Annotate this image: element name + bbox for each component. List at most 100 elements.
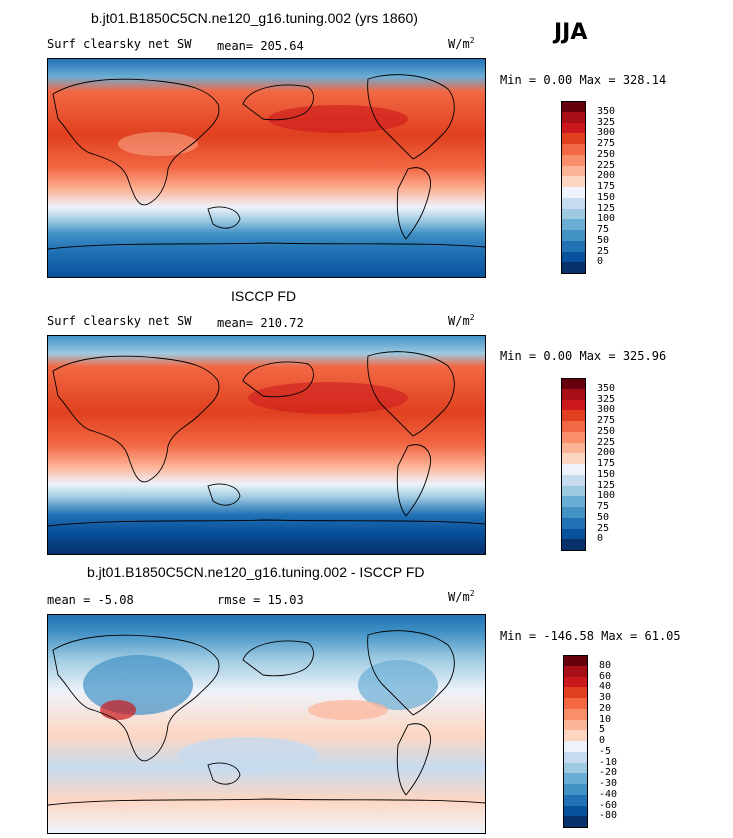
colorbar-swatch: [563, 816, 588, 828]
colorbar-tick-label: 50: [597, 511, 610, 523]
panel3-mean: mean = -5.08: [47, 593, 134, 607]
colorbar-tick-label: 75: [597, 501, 610, 512]
colorbar-tick-label: 250: [597, 148, 616, 160]
colorbar-tick-label: 300: [597, 404, 616, 416]
colorbar-tick-label: 10: [599, 713, 612, 725]
colorbar-tick-label: 275: [597, 415, 616, 426]
panel2-title: ISCCP FD: [231, 288, 297, 304]
colorbar-tick-label: 0: [597, 533, 604, 545]
panel2-units: W/m2: [448, 313, 475, 328]
panel2-map: [47, 335, 486, 555]
colorbar-swatch: [561, 453, 586, 465]
colorbar-swatch: [563, 741, 588, 753]
colorbar-tick-label: -80: [599, 810, 618, 822]
panel1-units: W/m2: [448, 36, 475, 51]
panel2-variable-label: Surf clearsky net SW: [47, 314, 192, 328]
panel3-title: b.jt01.B1850C5CN.ne120_g16.tuning.002 - …: [87, 564, 425, 580]
colorbar-tick-label: 75: [597, 224, 610, 235]
colorbar-tick-label: 175: [597, 181, 616, 192]
panel1-map: [47, 58, 486, 278]
panel1-minmax: Min = 0.00 Max = 328.14: [500, 73, 667, 87]
colorbar-swatch: [563, 784, 588, 796]
colorbar-swatch: [563, 805, 588, 817]
colorbar-tick-label: -5: [599, 745, 612, 757]
colorbar-tick-label: 20: [599, 702, 612, 714]
colorbar-tick-label: -60: [599, 799, 618, 811]
colorbar-tick-label: 300: [597, 127, 616, 139]
colorbar-swatch: [563, 687, 588, 699]
season-label: JJA: [554, 20, 588, 45]
colorbar-swatch: [561, 240, 586, 252]
colorbar-swatch: [563, 698, 588, 710]
colorbar-tick-label: 325: [597, 116, 616, 128]
colorbar-swatch: [561, 187, 586, 199]
colorbar-swatch: [561, 410, 586, 422]
colorbar-tick-label: -20: [599, 767, 618, 779]
colorbar-swatch: [561, 507, 586, 519]
colorbar-swatch: [561, 208, 586, 220]
colorbar-tick-label: 5: [599, 724, 606, 736]
colorbar-swatch: [561, 230, 586, 242]
colorbar-tick-label: 80: [599, 659, 612, 671]
colorbar-swatch: [561, 399, 586, 411]
colorbar-swatch: [561, 388, 586, 400]
colorbar-swatch: [561, 262, 586, 274]
colorbar-swatch: [561, 122, 586, 134]
panel1-title: b.jt01.B1850C5CN.ne120_g16.tuning.002 (y…: [91, 10, 418, 26]
panel3-rmse: rmse = 15.03: [217, 593, 304, 607]
colorbar-tick-label: 25: [597, 245, 610, 257]
colorbar-swatch: [561, 251, 586, 263]
colorbar-swatch: [563, 794, 588, 806]
panel3-minmax: Min = -146.58 Max = 61.05: [500, 629, 681, 643]
colorbar-tick-label: 225: [597, 159, 616, 171]
colorbar-swatch: [563, 676, 588, 688]
colorbar-tick-label: 200: [597, 447, 616, 459]
colorbar-swatch: [561, 154, 586, 166]
colorbar-swatch: [563, 762, 588, 774]
colorbar-swatch: [561, 101, 586, 113]
colorbar-tick-label: 50: [597, 234, 610, 246]
colorbar-swatch: [561, 144, 586, 156]
colorbar-tick-label: 225: [597, 436, 616, 448]
colorbar-tick-label: -10: [599, 756, 618, 768]
colorbar-swatch: [563, 773, 588, 785]
colorbar-swatch: [561, 165, 586, 177]
colorbar-tick-label: 25: [597, 522, 610, 534]
colorbar-tick-label: -40: [599, 788, 618, 800]
colorbar-tick-label: 275: [597, 138, 616, 149]
panel3-colorbar: 80 60 40 30 20 10 5 0 -5 -10 -20 -30 -40 -60 -80: [563, 655, 643, 828]
panel2-colorbar: 350 325 300 275 250 225 200 175 150 125 100 75 50 25 0: [561, 378, 641, 551]
colorbar-tick-label: 0: [599, 735, 606, 746]
panel3-units: W/m2: [448, 589, 475, 604]
colorbar-tick-label: 350: [597, 382, 616, 394]
colorbar-tick-label: 100: [597, 213, 616, 225]
colorbar-swatch: [563, 730, 588, 742]
panel2-minmax: Min = 0.00 Max = 325.96: [500, 349, 667, 363]
colorbar-tick-label: 0: [597, 256, 604, 268]
colorbar-tick-label: 30: [599, 692, 612, 703]
colorbar-tick-label: 150: [597, 191, 616, 203]
panel1-variable-label: Surf clearsky net SW: [47, 37, 192, 51]
panel3-map: [47, 614, 486, 834]
colorbar-tick-label: 125: [597, 479, 616, 491]
colorbar-tick-label: 325: [597, 393, 616, 405]
colorbar-tick-label: 125: [597, 202, 616, 214]
colorbar-swatch: [563, 751, 588, 763]
colorbar-swatch: [561, 485, 586, 497]
colorbar-swatch: [561, 539, 586, 551]
panel1-colorbar: 350 325 300 275 250 225 200 175 150 125 100 75 50 25 0: [561, 101, 641, 274]
colorbar-tick-label: -30: [599, 778, 618, 789]
colorbar-swatch: [561, 528, 586, 540]
colorbar-swatch: [561, 197, 586, 209]
colorbar-swatch: [561, 133, 586, 145]
colorbar-tick-label: 200: [597, 170, 616, 182]
colorbar-tick-label: 175: [597, 458, 616, 469]
colorbar-swatch: [561, 442, 586, 454]
colorbar-swatch: [561, 464, 586, 476]
colorbar-tick-label: 100: [597, 490, 616, 502]
colorbar-swatch: [561, 111, 586, 123]
colorbar-swatch: [561, 474, 586, 486]
colorbar-tick-label: 250: [597, 425, 616, 437]
colorbar-swatch: [563, 708, 588, 720]
colorbar-swatch: [561, 219, 586, 231]
